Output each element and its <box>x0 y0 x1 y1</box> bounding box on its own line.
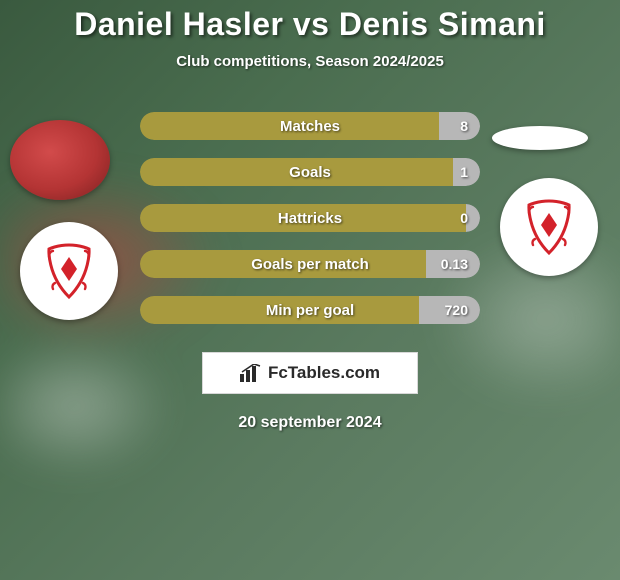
bar-value-right: 720 <box>445 296 468 324</box>
bar-segment-right <box>466 204 480 232</box>
bar-track <box>140 112 480 140</box>
comparison-card: Daniel Hasler vs Denis Simani Club compe… <box>0 0 620 580</box>
bar-value-right: 0 <box>460 204 468 232</box>
stat-bar: Matches8 <box>140 112 480 140</box>
stat-bar: Goals per match0.13 <box>140 250 480 278</box>
brand-chart-icon <box>240 364 262 382</box>
bar-segment-left <box>140 112 439 140</box>
stat-bar: Goals1 <box>140 158 480 186</box>
bar-segment-left <box>140 158 453 186</box>
date-text: 20 september 2024 <box>0 414 620 432</box>
bar-track <box>140 296 480 324</box>
bar-track <box>140 204 480 232</box>
content: Daniel Hasler vs Denis Simani Club compe… <box>0 0 620 432</box>
brand-text: FcTables.com <box>268 363 380 383</box>
stat-bars: Matches8 Goals1 Hattricks0 Goals per match0… <box>140 112 480 324</box>
bar-track <box>140 250 480 278</box>
bar-value-right: 1 <box>460 158 468 186</box>
bar-value-right: 8 <box>460 112 468 140</box>
brand-box[interactable]: FcTables.com <box>202 352 418 394</box>
stat-bar: Min per goal720 <box>140 296 480 324</box>
bar-segment-left <box>140 250 426 278</box>
bar-value-right: 0.13 <box>441 250 468 278</box>
stat-bar: Hattricks0 <box>140 204 480 232</box>
bar-segment-left <box>140 296 419 324</box>
bar-segment-left <box>140 204 466 232</box>
subtitle: Club competitions, Season 2024/2025 <box>0 53 620 70</box>
bar-track <box>140 158 480 186</box>
page-title: Daniel Hasler vs Denis Simani <box>0 6 620 43</box>
